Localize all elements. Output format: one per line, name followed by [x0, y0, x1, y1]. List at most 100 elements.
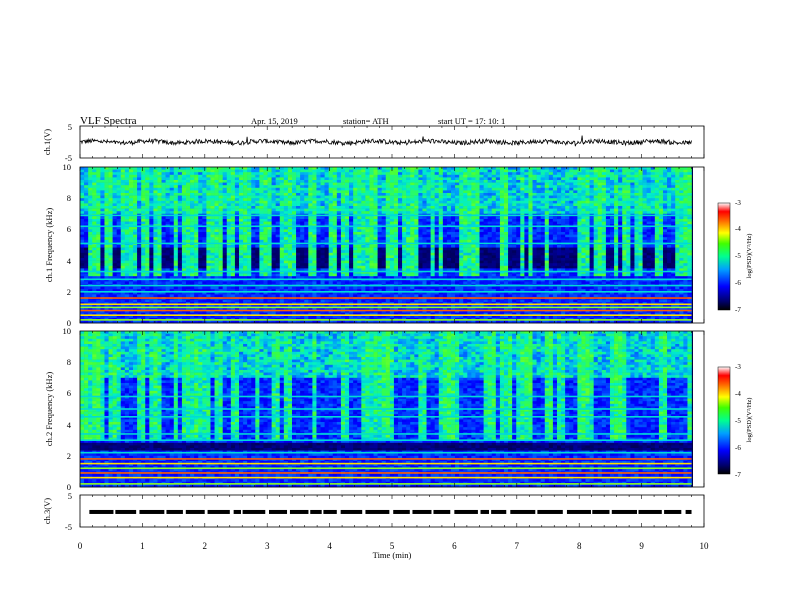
spectrogram-cell	[275, 234, 281, 238]
spectrogram-cell	[434, 234, 440, 238]
spectrogram-cell	[569, 190, 574, 194]
spectrogram-cell	[92, 187, 97, 191]
spectrogram-cell	[312, 239, 317, 243]
spectrogram-cell	[149, 237, 154, 241]
spectrogram-cell	[561, 245, 566, 248]
spectrogram-cell	[381, 200, 387, 204]
spectrogram-cell	[84, 206, 89, 209]
spectrogram-cell	[581, 177, 586, 181]
spectrogram-cell	[157, 247, 162, 251]
spectrogram-cell	[552, 245, 558, 248]
spectrogram-cell	[304, 190, 309, 194]
spectrogram-cell	[181, 234, 187, 238]
spectrogram-cell	[614, 174, 619, 178]
spectrogram-cell	[605, 208, 611, 212]
spectrogram-cell	[120, 226, 126, 230]
spectrogram-cell	[267, 203, 272, 207]
spectrogram-cell	[556, 229, 562, 233]
spectrogram-cell	[165, 219, 170, 222]
spectrogram-cell	[300, 169, 305, 173]
spectrogram-cell	[373, 180, 378, 183]
spectrogram-cell	[609, 208, 615, 212]
spectrogram-cell	[263, 182, 268, 186]
spectrogram-cell	[84, 195, 89, 199]
spectrogram-cell	[173, 216, 179, 220]
spectrogram-cell	[434, 211, 440, 215]
spectrogram-cell	[255, 174, 260, 178]
spectrogram-cell	[357, 216, 362, 220]
spectrogram-cell	[675, 239, 680, 243]
spectrogram-cell	[605, 219, 611, 222]
spectrogram-cell	[634, 180, 639, 183]
spectrogram-cell	[336, 211, 342, 215]
spectrogram-cell	[243, 177, 248, 181]
spectrogram-cell	[455, 185, 460, 189]
spectrogram-cell	[259, 177, 264, 181]
spectrogram-cell	[618, 232, 623, 235]
spectrogram-cell	[654, 219, 660, 222]
spectrogram-cell	[475, 172, 480, 176]
spectrogram-cell	[426, 167, 431, 170]
spectrogram-cell	[671, 247, 676, 251]
spectrogram-cell	[622, 221, 627, 225]
spectrogram-cell	[679, 206, 684, 209]
spectrogram-cell	[377, 193, 382, 196]
spectrogram-cell	[251, 172, 256, 176]
spectrogram-cell	[524, 198, 529, 202]
spectrogram-cell	[561, 169, 566, 173]
spectrogram-cell	[365, 187, 370, 191]
spectrogram-cell	[520, 193, 525, 196]
spectrogram-cell	[642, 234, 647, 238]
spectrogram-cell	[141, 177, 146, 181]
spectrogram-cell	[499, 216, 505, 220]
spectrogram-cell	[667, 198, 672, 202]
spectrogram-cell	[373, 229, 378, 233]
spectrogram-cell	[536, 195, 541, 199]
spectrogram-cell	[84, 219, 89, 222]
spectrogram-cell	[279, 245, 285, 248]
spectrogram-cell	[446, 172, 452, 176]
spectrogram-cell	[585, 190, 590, 194]
spectrogram-cell	[495, 177, 501, 181]
spectrogram-cell	[287, 221, 293, 225]
spectrogram-cell	[581, 198, 586, 202]
spectrogram-cell	[263, 226, 268, 230]
spectrogram-cell	[573, 172, 578, 176]
spectrogram-cell	[275, 206, 281, 209]
spectrogram-cell	[361, 177, 366, 181]
spectrogram-cell	[471, 195, 476, 199]
spectrogram-cell	[406, 172, 411, 176]
spectrogram-cell	[320, 239, 325, 243]
spectrogram-cell	[206, 229, 211, 233]
spectrogram-cell	[194, 245, 199, 248]
spectrogram-cell	[406, 193, 411, 196]
spectrogram-cell	[198, 182, 203, 186]
spectrogram-cell	[442, 229, 448, 233]
spectrogram-cell	[638, 247, 643, 251]
spectrogram-cell	[499, 206, 505, 209]
spectrogram-cell	[455, 203, 460, 207]
spectrogram-cell	[503, 182, 509, 186]
spectrogram-cell	[687, 232, 692, 235]
spectrogram-cell	[324, 237, 329, 241]
spectrogram-cell	[626, 234, 631, 238]
spectrogram-cell	[194, 250, 199, 254]
spectrogram-cell	[446, 239, 452, 243]
spectrogram-cell	[442, 174, 448, 178]
spectrogram-cell	[80, 226, 85, 230]
spectrogram-cell	[536, 180, 541, 183]
spectrogram-cell	[499, 221, 505, 225]
spectrogram-cell	[634, 206, 639, 209]
spectrogram-cell	[605, 169, 611, 173]
spectrogram-cell	[271, 200, 276, 204]
spectrogram-cell	[153, 187, 158, 191]
spectrogram-cell	[206, 216, 211, 220]
spectrogram-cell	[291, 211, 297, 215]
spectrogram-cell	[569, 247, 574, 251]
spectrogram-cell	[671, 245, 676, 248]
spectrogram-cell	[455, 193, 460, 196]
spectrogram-cell	[296, 180, 301, 183]
spectrogram-cell	[287, 234, 293, 238]
spectrogram-cell	[373, 167, 378, 170]
spectrogram-cell	[508, 174, 513, 178]
